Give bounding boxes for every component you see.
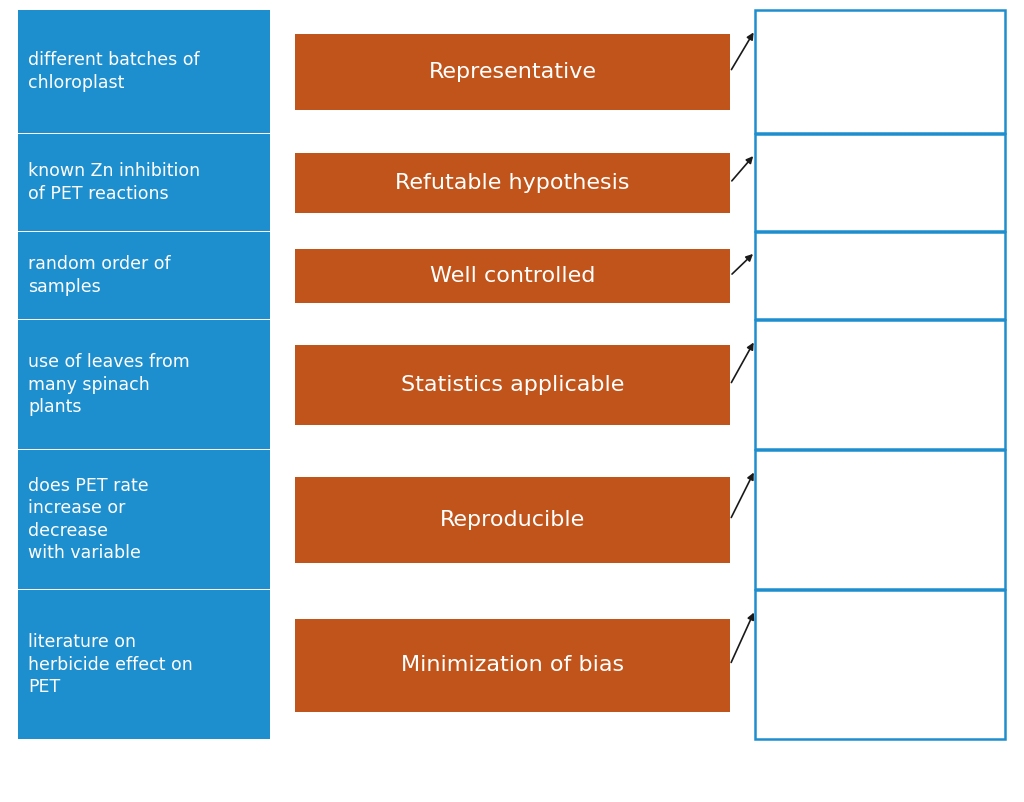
Bar <box>295 345 730 425</box>
Text: Well controlled: Well controlled <box>430 266 595 286</box>
Text: Statistics applicable: Statistics applicable <box>400 375 625 395</box>
Bar <box>295 618 730 711</box>
Text: does PET rate
increase or
decrease
with variable: does PET rate increase or decrease with … <box>28 477 148 561</box>
Text: Representative: Representative <box>428 62 597 82</box>
Text: use of leaves from
many spinach
plants: use of leaves from many spinach plants <box>28 354 189 415</box>
Bar <box>18 232 270 319</box>
Bar <box>755 134 1005 231</box>
Bar <box>755 450 1005 589</box>
Bar <box>18 320 270 449</box>
Text: Minimization of bias: Minimization of bias <box>401 655 624 675</box>
Bar <box>18 450 270 589</box>
Text: random order of
samples: random order of samples <box>28 255 171 296</box>
Bar <box>755 10 1005 133</box>
Bar <box>295 34 730 111</box>
Text: Refutable hypothesis: Refutable hypothesis <box>395 173 630 193</box>
Text: Reproducible: Reproducible <box>440 510 585 530</box>
Bar <box>755 232 1005 319</box>
Text: different batches of
chloroplast: different batches of chloroplast <box>28 51 200 91</box>
Bar <box>295 249 730 303</box>
Text: known Zn inhibition
of PET reactions: known Zn inhibition of PET reactions <box>28 162 200 203</box>
Bar <box>295 152 730 213</box>
Bar <box>18 590 270 739</box>
Bar <box>295 476 730 563</box>
Bar <box>755 590 1005 739</box>
Bar <box>18 134 270 231</box>
Bar <box>18 10 270 133</box>
Bar <box>755 320 1005 449</box>
Text: literature on
herbicide effect on
PET: literature on herbicide effect on PET <box>28 634 193 695</box>
